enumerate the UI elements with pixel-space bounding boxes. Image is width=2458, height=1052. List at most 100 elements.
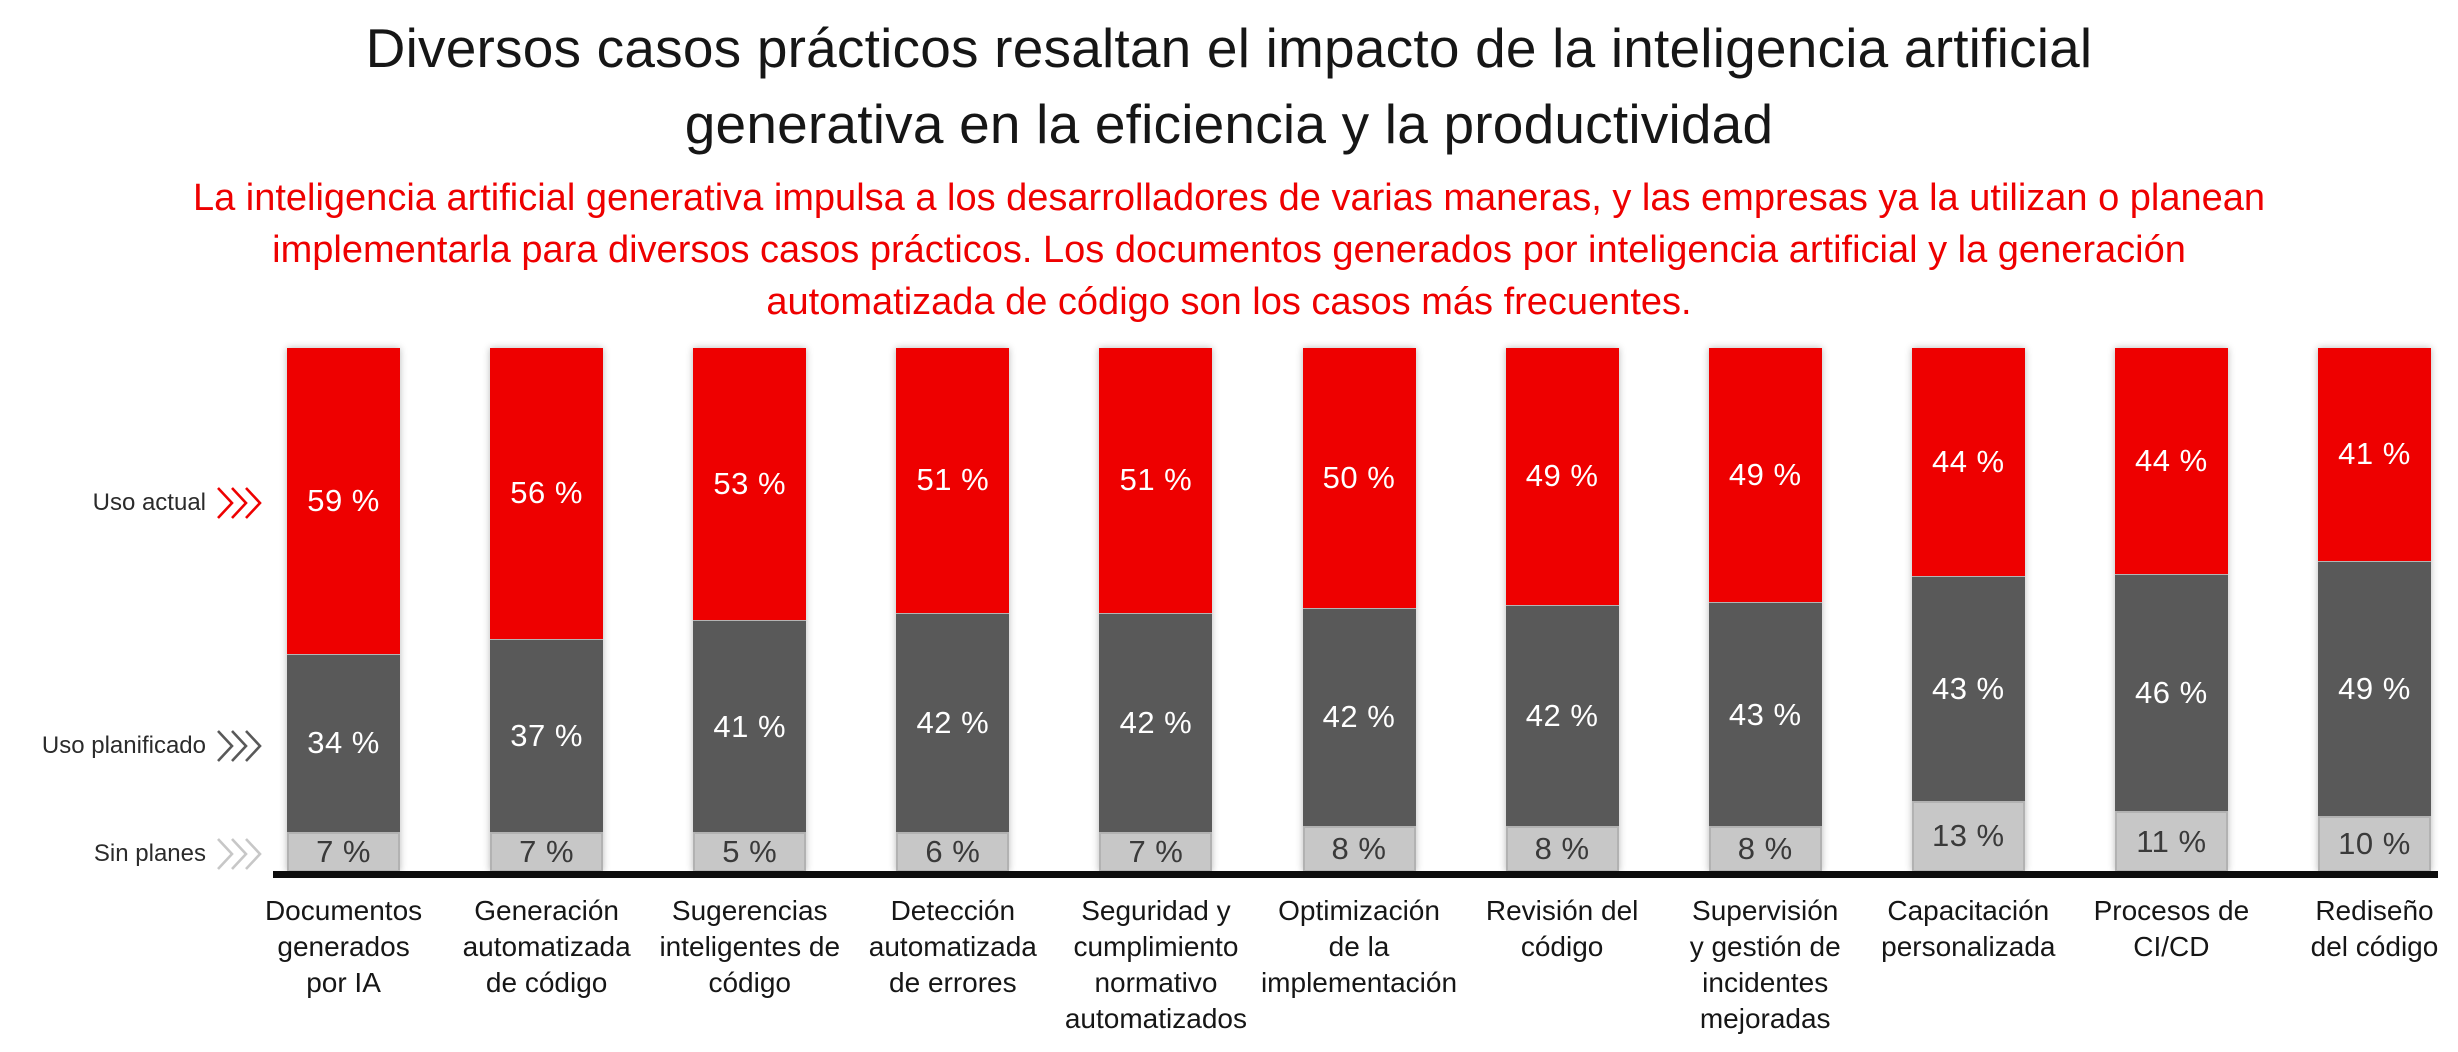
bar-segment: 7 % — [490, 831, 604, 872]
value-label: 42 % — [1119, 704, 1193, 740]
value-label: 7 % — [519, 833, 575, 869]
value-label: 5 % — [722, 834, 778, 869]
bar-column: 53 % 41 % 5 % — [648, 348, 851, 872]
category-label: Rediseño del código — [2310, 895, 2439, 962]
value-label: 6 % — [925, 834, 981, 869]
bar-column: 51 % 42 % 7 % — [1054, 348, 1257, 872]
series-label-text: Sin planes — [93, 839, 206, 867]
bar-segment: 43 % — [1708, 602, 1822, 827]
value-label: 7 % — [1128, 833, 1184, 869]
bar-column: 49 % 42 % 8 % — [1461, 348, 1664, 872]
bar-segment: 49 % — [2317, 560, 2431, 817]
stacked-bar: 44 % 43 % 13 % — [1911, 348, 2025, 872]
value-label: 42 % — [1525, 697, 1599, 733]
bar-segment: 6 % — [896, 832, 1010, 872]
category-labels: Documentos generados por IA Generación au… — [242, 893, 2458, 1037]
category-label: Detección automatizada de errores — [868, 895, 1037, 998]
category-label: Optimización de la implementación — [1260, 895, 1458, 998]
value-label: 42 % — [916, 704, 990, 740]
value-label: 42 % — [1322, 699, 1396, 735]
bar-column: 44 % 43 % 13 % — [1867, 348, 2070, 872]
value-label: 10 % — [2338, 826, 2411, 862]
category-label: Documentos generados por IA — [264, 895, 423, 998]
bar-segment: 51 % — [896, 348, 1010, 613]
bar-column: 50 % 42 % 8 % — [1257, 348, 1460, 872]
bar-column: 56 % 37 % 7 % — [445, 348, 648, 872]
stacked-bar: 51 % 42 % 7 % — [1099, 348, 1213, 872]
triple-chevron-icon — [217, 486, 262, 519]
stacked-bar: 51 % 42 % 6 % — [896, 348, 1010, 872]
bar-column: 59 % 34 % 7 % — [242, 348, 445, 872]
category-label: Sugerencias inteligentes de código — [659, 895, 841, 998]
bar-segment: 50 % — [1302, 348, 1416, 608]
value-label: 7 % — [316, 833, 371, 869]
value-label: 49 % — [2338, 670, 2411, 706]
value-label: 11 % — [2136, 823, 2207, 859]
value-label: 53 % — [713, 466, 787, 502]
value-label: 43 % — [1728, 696, 1802, 732]
value-label: 51 % — [1119, 462, 1193, 498]
triple-chevron-icon — [217, 837, 262, 870]
bar-segment: 10 % — [2317, 816, 2431, 873]
value-label: 8 % — [1534, 831, 1590, 867]
stacked-bar: 50 % 42 % 8 % — [1302, 348, 1416, 872]
bar-segment: 46 % — [2114, 574, 2228, 812]
bar-segment: 8 % — [1302, 826, 1416, 872]
value-label: 51 % — [916, 462, 990, 498]
category-label: Generación automatizada de código — [462, 895, 631, 998]
value-label: 34 % — [307, 725, 380, 761]
category-label: Supervisión y gestión de incidentes mejo… — [1689, 895, 1841, 1034]
series-label: Uso actual — [93, 485, 262, 521]
stacked-bar: 49 % 42 % 8 % — [1505, 348, 1619, 872]
series-label-text: Uso planificado — [41, 732, 206, 760]
bar-segment: 42 % — [1099, 612, 1213, 832]
value-label: 8 % — [1737, 831, 1793, 867]
bar-segment: 7 % — [287, 831, 401, 872]
value-label: 8 % — [1331, 831, 1387, 867]
stacked-bar: 49 % 43 % 8 % — [1708, 348, 1822, 872]
value-label: 49 % — [1728, 457, 1802, 493]
chart-title: Diversos casos prácticos resaltan el imp… — [365, 17, 2093, 155]
bar-segment: 56 % — [490, 348, 604, 639]
bar-segment: 59 % — [287, 348, 401, 655]
series-label: Uso planificado — [42, 728, 262, 764]
bar-segment: 5 % — [693, 832, 807, 872]
bar-segment: 37 % — [490, 638, 604, 832]
bar-segment: 8 % — [1708, 826, 1822, 872]
bar-segment: 49 % — [1505, 348, 1619, 605]
triple-chevron-icon — [217, 730, 262, 763]
bar-segment: 49 % — [1708, 348, 1822, 603]
stacked-bar: 41 % 49 % 10 % — [2317, 348, 2431, 873]
bar-column: 41 % 49 % 10 % — [2273, 348, 2458, 873]
bar-segment: 11 % — [2114, 811, 2228, 872]
value-label: 41 % — [713, 708, 787, 744]
stacked-bar: 56 % 37 % 7 % — [490, 348, 604, 872]
bar-segment: 8 % — [1505, 826, 1619, 872]
bar-segment: 44 % — [1911, 348, 2025, 577]
stacked-bar: 44 % 46 % 11 % — [2114, 348, 2228, 872]
value-label: 13 % — [1931, 818, 2005, 854]
value-label: 43 % — [1931, 670, 2005, 706]
bar-segment: 34 % — [287, 654, 401, 832]
category-label: Revisión del código — [1485, 895, 1639, 962]
bar-segment: 42 % — [1302, 607, 1416, 827]
series-labels: Uso actual Uso planificado Sin planes — [0, 348, 262, 872]
x-axis-line — [273, 871, 2438, 878]
chart-subtitle: La inteligencia artificial generativa im… — [192, 177, 2266, 323]
bar-segment: 43 % — [1911, 576, 2025, 801]
bar-column: 51 % 42 % 6 % — [851, 348, 1054, 872]
stacked-bar: 53 % 41 % 5 % — [693, 348, 807, 872]
bar-segment: 13 % — [1911, 800, 2025, 872]
category-label: Capacitación personalizada — [1881, 895, 2056, 962]
value-label: 44 % — [2135, 443, 2208, 479]
value-label: 41 % — [2338, 436, 2411, 472]
stacked-bar: 59 % 34 % 7 % — [287, 348, 401, 872]
bar-segment: 41 % — [693, 620, 807, 832]
bar-column: 44 % 46 % 11 % — [2070, 348, 2273, 872]
bar-segment: 7 % — [1099, 831, 1213, 872]
series-label: Sin planes — [94, 836, 262, 872]
bar-segment: 44 % — [2114, 348, 2228, 575]
value-label: 50 % — [1322, 459, 1396, 495]
